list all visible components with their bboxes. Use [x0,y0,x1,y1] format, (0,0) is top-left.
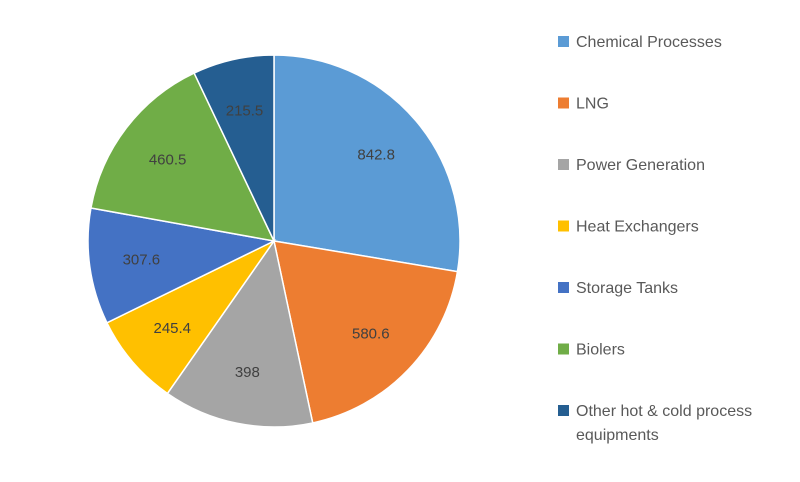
legend-item: LNG [558,96,609,113]
pie-slice-4 [105,239,277,395]
legend-swatch [558,159,569,170]
slice-value-label: 842.8 [357,146,395,163]
slice-value-label: 460.5 [149,152,187,169]
legend-label: Other hot & cold process equipments [576,403,752,444]
legend-swatch [558,343,569,355]
slice-value-label: 215.5 [226,102,264,119]
pie-slice-3 [166,239,314,428]
chart-legend: Chemical Processes LNG Power Generation Hea… [558,34,752,444]
legend-item: Heat Exchangers [558,219,699,236]
slice-value-label: 398 [235,364,260,381]
legend-label: LNG [576,96,609,113]
legend-swatch [558,282,569,293]
legend-swatch [558,405,569,416]
pie-slices [87,54,461,428]
legend-label: Storage Tanks [576,280,678,297]
legend-item: Power Generation [558,157,705,174]
legend-item: Biolers [558,342,625,359]
pie-slice-2 [273,240,459,424]
legend-label: Biolers [576,342,625,359]
slice-value-label: 307.6 [123,251,161,268]
legend-swatch [558,36,569,47]
legend-label: Heat Exchangers [576,219,699,236]
pie-slice-5 [87,207,277,324]
pie-slice-7 [193,54,275,242]
slice-value-label: 580.6 [352,326,390,343]
legend-swatch [558,220,569,232]
legend-item: Storage Tanks [558,280,678,297]
legend-label: Power Generation [576,157,705,174]
legend-swatch [558,97,569,109]
legend-label: Chemical Processes [576,34,722,51]
pie-data-labels: 842.8 580.6 398 245.4 307.6 460.5 215.5 [123,102,395,381]
pie-slice-6 [90,72,276,242]
pie-slice-1 [273,54,461,273]
slice-value-label: 245.4 [153,320,191,337]
legend-item: Other hot & cold process equipments [558,403,752,444]
legend-item: Chemical Processes [558,34,722,51]
